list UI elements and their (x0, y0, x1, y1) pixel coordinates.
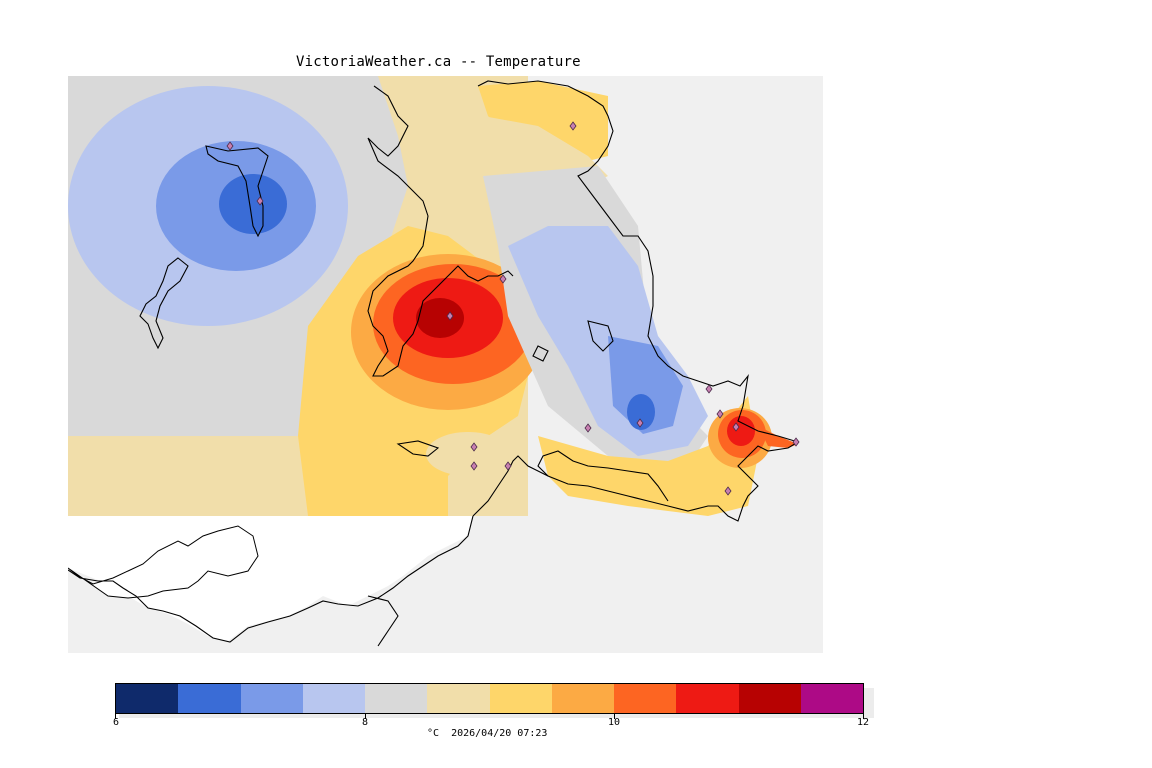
color-legend (115, 683, 864, 714)
diamond-icon[interactable] (504, 461, 512, 471)
legend-tick-label: 6 (112, 717, 120, 728)
diamond-icon[interactable] (256, 196, 264, 206)
legend-swatch (676, 684, 739, 713)
landmass-south (68, 516, 473, 641)
legend-caption: °C 2026/04/20 07:23 (427, 728, 548, 739)
legend-tick (365, 714, 366, 719)
diamond-icon[interactable] (470, 461, 478, 471)
legend-swatch (302, 684, 365, 713)
legend-swatch (427, 684, 490, 713)
legend-swatch (738, 684, 801, 713)
map-title: VictoriaWeather.ca -- Temperature (296, 54, 581, 70)
diamond-icon[interactable] (470, 442, 478, 452)
legend-swatch (116, 684, 179, 713)
diamond-icon[interactable] (732, 422, 740, 432)
legend-swatch (365, 684, 428, 713)
diamond-icon[interactable] (499, 274, 507, 284)
temperature-field (68, 76, 798, 516)
diamond-icon[interactable] (584, 423, 592, 433)
legend-tick-label: 8 (361, 717, 369, 728)
legend-swatch (614, 684, 677, 713)
legend-tick (614, 714, 615, 719)
diamond-icon[interactable] (705, 384, 713, 394)
legend-swatch (178, 684, 241, 713)
legend-tick-label: 12 (856, 717, 870, 728)
station-markers (226, 121, 800, 496)
legend-swatch (800, 684, 863, 713)
legend-tick-label: 10 (607, 717, 621, 728)
diamond-icon[interactable] (792, 437, 800, 447)
diamond-icon[interactable] (226, 141, 234, 151)
legend-swatch (489, 684, 552, 713)
temperature-map (68, 76, 823, 653)
legend-swatch (551, 684, 614, 713)
legend-swatch (240, 684, 303, 713)
diamond-icon[interactable] (716, 409, 724, 419)
legend-tick (863, 714, 864, 719)
coastlines (68, 80, 800, 647)
diamond-icon[interactable] (446, 311, 454, 321)
diamond-icon[interactable] (569, 121, 577, 131)
diamond-icon[interactable] (724, 486, 732, 496)
diamond-icon[interactable] (636, 418, 644, 428)
legend-tick (115, 714, 116, 719)
